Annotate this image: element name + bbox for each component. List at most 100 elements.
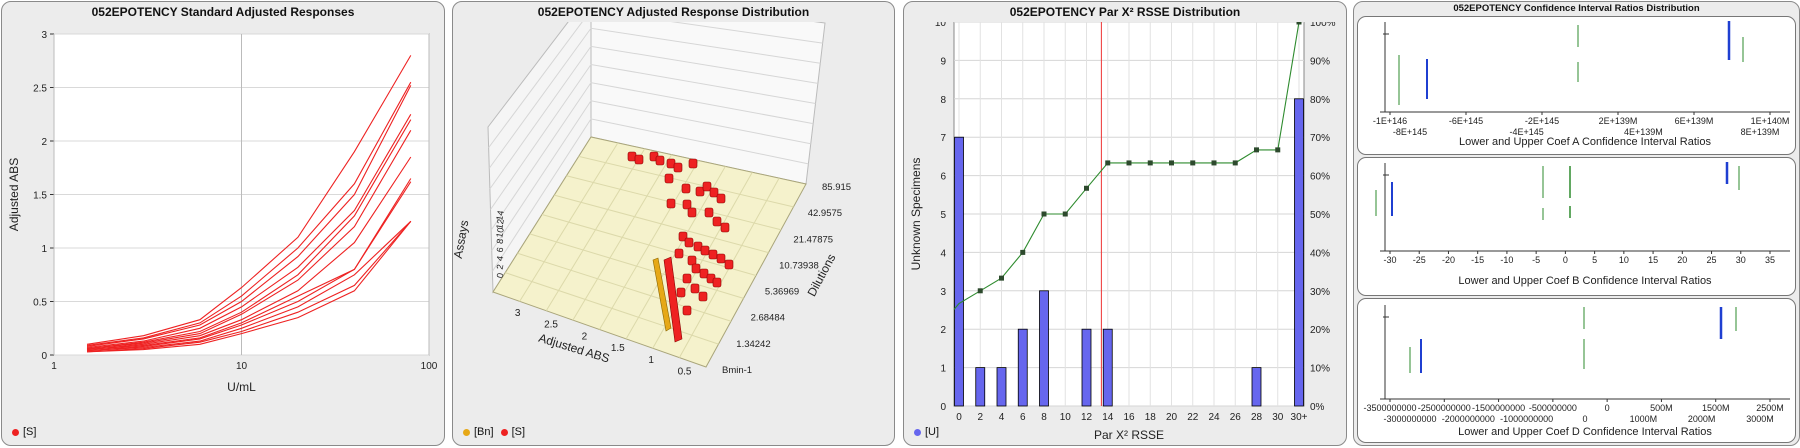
x-tick-label: 100 [421,361,438,372]
x-tick-label: -25 [1413,255,1426,265]
legend-dot-bn [463,428,470,436]
cumulative-point [1169,160,1174,166]
legend-label-s: [S] [511,426,526,438]
legend: [U] [914,426,939,438]
coef-b-subpanel: -30 -25 -20 -15 -10 -5 0 5 10 15 20 25 30 35 Lower and… [1357,157,1796,296]
x-tick-label: -3000000000 [1383,414,1436,424]
x-tick-label: 28 [1251,412,1263,423]
s-bar [724,259,734,270]
x-tick-label: 12 [1081,412,1093,423]
x-tick-label: -15 [1471,255,1484,265]
x-axis-label: Adjusted ABS [537,331,611,366]
x-tick-label: 2E+139M [1599,116,1638,126]
legend-dot [914,428,921,436]
y2-tick-label: 0% [1310,402,1325,413]
s-bar [704,207,714,218]
x-tick-label: 14 [1102,412,1114,423]
s-bar [690,283,700,294]
x-axis-label: Lower and Upper Coef B Confidence Interv… [1458,275,1712,287]
y-tick-label: 8 [940,95,946,106]
s-bar [682,273,692,284]
x-axis-label: Par X² RSSE [1094,428,1164,442]
x-tick-label: 0.5 [678,367,692,378]
y-tick-label: 1 [41,244,47,255]
s-bar [702,181,712,192]
x-tick-label: 1 [648,355,654,366]
wall-gridline [490,63,816,210]
y-tick-label: 3 [41,30,47,41]
wall-gridline [491,100,811,252]
x-tick-label: -1000000000 [1500,414,1553,424]
x-tick-label: 15 [1648,255,1658,265]
y2-tick-label: 30% [1310,287,1330,298]
panel-title: 052EPOTENCY Standard Adjusted Responses [91,5,355,19]
wall-gridline [488,22,823,148]
x-tick-label: 2500M [1756,403,1784,413]
y-tick-label: 4 [940,248,946,259]
y-tick-label: 42.9575 [808,208,842,219]
x-tick-label: 8 [1041,412,1047,423]
rsse-distribution-chart: 0 0% 1 10% 2 20% 3 30% 4 40% 5 50% 6 60% 7 70% 8 80% 9 90% 1… [909,22,1336,442]
y-tick-label: 85.915 [822,182,851,193]
s-bar [708,249,718,260]
histogram-bar [1294,98,1304,407]
x-tick-label: -20 [1442,255,1455,265]
y-tick-label: 2.5 [33,84,47,95]
y-tick-label: 1.5 [33,191,47,202]
coef-d-chart: -3500000000 -2500000000 -1500000000 -500000… [1363,305,1790,438]
x-tick-label: -5 [1532,255,1540,265]
y-axis-label: Unknown Specimens [909,158,923,271]
wall-gridline [489,45,818,190]
coef-a-subpanel: -1E+146 -6E+145 -2E+145 2E+139M 6E+139M 1E+14… [1357,16,1796,155]
s-bar [695,186,705,197]
x-tick-label: -6E+145 [1449,116,1483,126]
y-tick-label: 10.73938 [779,260,819,271]
y-tick-label: 1.34242 [736,339,770,350]
s-bar [684,237,694,248]
x-tick-label: 20 [1677,255,1687,265]
x-tick-label: -8E+145 [1393,127,1427,137]
ci-ratios-panel: 052EPOTENCY Confidence Interval Ratios D… [1353,1,1800,446]
s-bar [712,277,722,288]
x-tick-label: -30 [1383,255,1396,265]
wall-gridline [488,27,821,169]
y-tick-label: 10 [935,22,947,29]
y-tick-label: 2 [41,137,47,148]
floor-gridline [554,194,769,254]
response-curve [86,55,412,345]
s-bar [712,216,722,227]
response-distribution-panel: 052EPOTENCY Adjusted Response Distributi… [452,1,895,446]
y2-tick-label: 60% [1310,172,1330,183]
coef-b-chart: -30 -25 -20 -15 -10 -5 0 5 10 15 20 25 30 35 Lower and… [1375,162,1790,287]
x-tick-label: 6E+139M [1675,116,1714,126]
z-tick-label: 2 [495,264,506,271]
standard-responses-chart: 0 0.5 1 1.5 2 2.5 3 1 10 100 U/mL Adjusted ABS [7,30,438,394]
response-curve [86,220,412,353]
s-bar [664,173,674,184]
z-tick-label: 14 [494,210,506,222]
x-tick-label: 26 [1230,412,1242,423]
legend: [Bn] [S] [463,426,525,438]
x-tick-label: 0 [956,412,962,423]
x-tick-label: 2.5 [544,320,558,331]
legend: [S] [12,426,36,438]
x-tick-label: 1.5 [611,343,625,354]
histogram-bar [954,136,964,407]
y2-tick-label: 80% [1310,95,1330,106]
z-tick-label: 0 [495,272,506,279]
wall-gridline [491,118,809,272]
s-bar [698,291,708,302]
response-curve [86,220,412,352]
cumulative-point [1062,211,1068,217]
s-bar [709,187,719,198]
x-tick-label: -2000000000 [1442,414,1495,424]
s-bar [663,256,683,343]
x-tick-label: 0 [1605,403,1610,413]
x-tick-label: -2500000000 [1418,403,1471,413]
y2-tick-label: 100% [1310,22,1336,29]
x-tick-label: 6 [1020,412,1026,423]
response-curve [86,156,412,351]
x-axis-label: Lower and Upper Coef A Confidence Interv… [1459,136,1711,148]
response-curve [86,85,412,347]
x-tick-label: 4 [999,412,1005,423]
